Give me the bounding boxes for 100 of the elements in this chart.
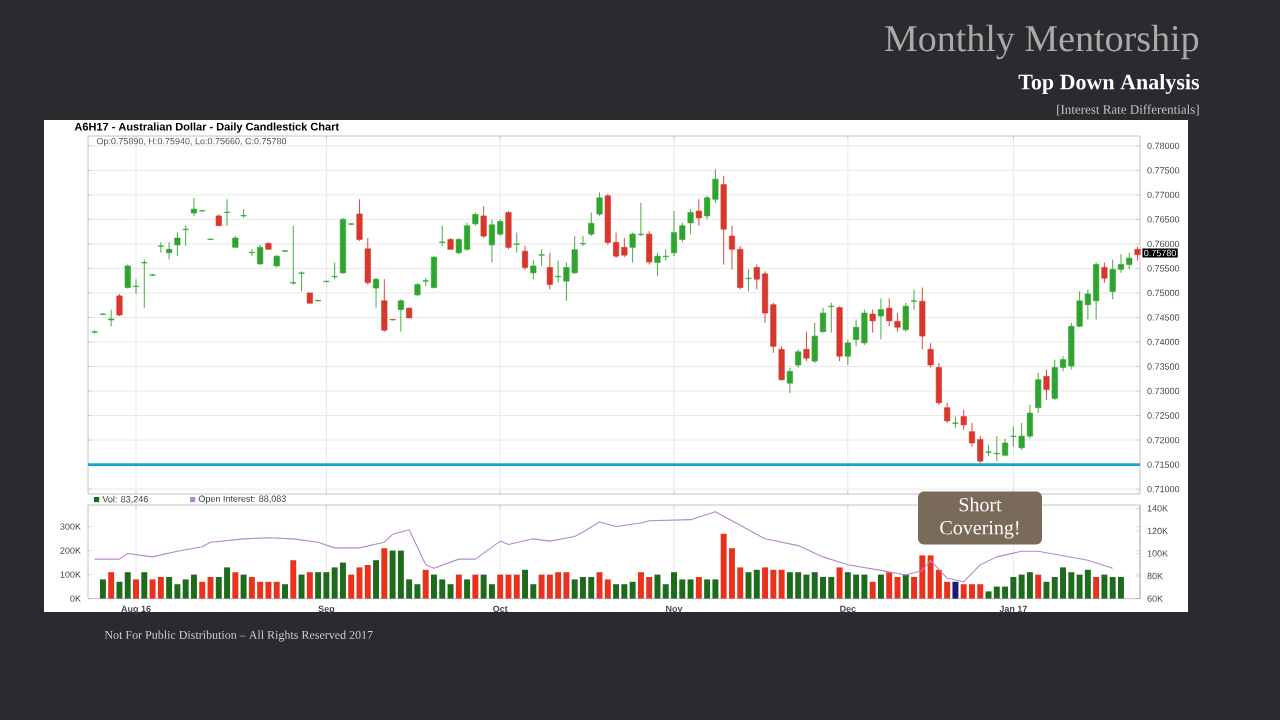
candlestick [166, 241, 173, 261]
candlestick [364, 237, 371, 286]
bar [828, 577, 835, 599]
bar [505, 574, 512, 599]
bar [232, 572, 239, 599]
bar [671, 572, 677, 599]
bar [257, 581, 264, 599]
candlestick [935, 362, 942, 406]
candlestick [530, 259, 537, 280]
annotation: Short Covering! [940, 497, 1019, 539]
bar [464, 579, 471, 599]
bar [397, 550, 404, 599]
bar [621, 584, 628, 599]
candlestick [356, 198, 363, 242]
candlestick [124, 264, 131, 289]
candlestick [513, 232, 520, 254]
bar [695, 577, 702, 599]
bar [414, 584, 421, 599]
bar [389, 550, 396, 599]
bar [571, 579, 578, 599]
bar [546, 574, 553, 599]
bar [166, 577, 173, 599]
bar [1026, 572, 1033, 599]
bar [497, 574, 504, 599]
candlestick [993, 435, 1000, 462]
candlestick [886, 297, 893, 327]
bar [877, 574, 884, 599]
candlestick [662, 248, 669, 262]
bar [141, 572, 148, 599]
chart-title: Monthly Mentorship [885, 24, 1199, 60]
bar [778, 569, 785, 599]
candlestick [588, 212, 595, 237]
bar [1018, 574, 1025, 599]
bar [224, 567, 231, 599]
bar [1093, 577, 1100, 599]
bar [985, 591, 992, 599]
candlestick [960, 409, 967, 431]
line-series [94, 511, 1114, 583]
bar [654, 574, 661, 599]
candlestick [257, 244, 264, 265]
bar [596, 572, 603, 599]
bar [977, 584, 984, 599]
candlestick [1035, 372, 1042, 414]
bar [1068, 572, 1075, 599]
candlestick [579, 235, 586, 247]
candlestick [902, 302, 909, 333]
candlestick [1101, 262, 1108, 284]
bar [331, 567, 338, 599]
bar [579, 577, 586, 599]
bar [1035, 574, 1042, 599]
candlestick [621, 237, 628, 258]
bar [99, 579, 106, 599]
bar [282, 584, 288, 599]
bar [1101, 574, 1108, 599]
bar [455, 574, 462, 599]
candlestick [803, 331, 810, 362]
bar [762, 567, 769, 599]
candlestick [894, 312, 901, 333]
candlestick [629, 232, 636, 263]
candlestick [877, 297, 884, 340]
bar [770, 569, 777, 599]
bar [240, 574, 247, 599]
candlestick [861, 309, 868, 346]
candlestick [720, 175, 727, 265]
bar [157, 577, 164, 599]
bar [339, 562, 346, 599]
bar [753, 569, 760, 599]
candlestick [828, 302, 835, 334]
candlestick [795, 348, 802, 368]
candlestick [373, 277, 380, 309]
bar [720, 533, 727, 599]
bar [604, 579, 611, 599]
bar [480, 574, 487, 599]
bar [563, 572, 570, 599]
bar [886, 572, 893, 599]
candlestick [397, 298, 404, 333]
bar [629, 581, 636, 599]
bar [1010, 577, 1017, 599]
bar [836, 567, 843, 599]
candlestick [670, 210, 678, 257]
bar [679, 579, 686, 599]
bar [381, 548, 388, 599]
bar [844, 572, 851, 599]
candlestick [952, 416, 959, 429]
candlestick [571, 235, 578, 275]
candlestick [786, 367, 793, 394]
bar [199, 581, 206, 599]
bar [190, 574, 197, 599]
candlestick [157, 241, 164, 254]
bar [513, 574, 520, 599]
candlestick [538, 248, 545, 267]
bar [1076, 574, 1083, 599]
bar [447, 584, 454, 599]
candlestick [1109, 259, 1116, 300]
bar [472, 574, 479, 599]
bar [315, 572, 322, 599]
bar [588, 577, 595, 599]
candlestick [819, 307, 827, 334]
candlestick [480, 205, 487, 239]
candlestick [298, 270, 305, 292]
